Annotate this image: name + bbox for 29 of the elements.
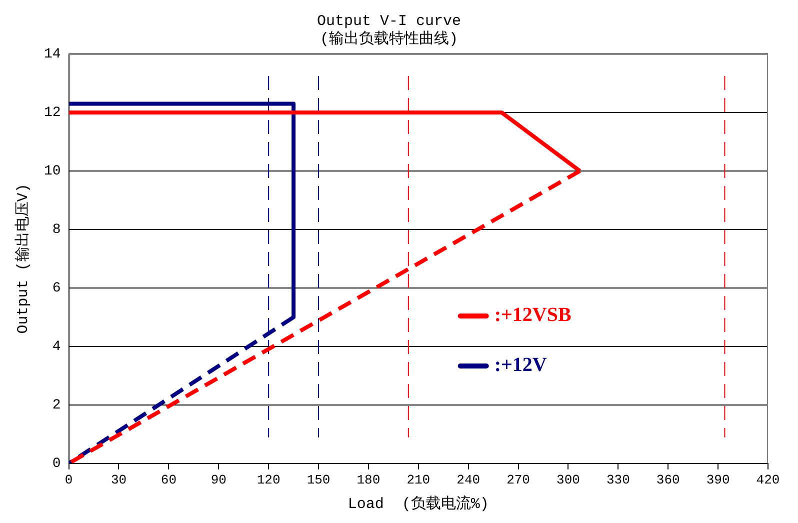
x-tick-label: 300 bbox=[556, 472, 580, 488]
x-tick-label: 30 bbox=[110, 472, 127, 488]
x-tick-label: 420 bbox=[756, 472, 780, 488]
x-tick-label: 360 bbox=[656, 472, 680, 488]
x-tick-label: 330 bbox=[606, 472, 630, 488]
chart-title: Output V-I curve bbox=[316, 12, 462, 30]
x-tick-label: 60 bbox=[160, 472, 176, 488]
x-tick-label: 150 bbox=[306, 472, 330, 488]
y-tick-label: 12 bbox=[44, 105, 61, 122]
x-tick-label: 90 bbox=[210, 472, 226, 488]
x-tick-label: 390 bbox=[706, 472, 730, 488]
y-tick-label: 14 bbox=[44, 46, 61, 63]
y-tick-label: 4 bbox=[52, 339, 61, 356]
x-tick-label: 0 bbox=[64, 472, 73, 488]
y-tick-label: 0 bbox=[52, 456, 61, 472]
chart-subtitle: (输出负载特性曲线) bbox=[320, 30, 458, 48]
y-tick-label: 2 bbox=[52, 398, 61, 414]
y-tick-label: 8 bbox=[52, 222, 61, 238]
x-tick-label: 210 bbox=[406, 472, 430, 488]
legend-label: :+12VSB bbox=[494, 304, 572, 326]
y-axis-title: Output (输出电压V) bbox=[14, 184, 32, 334]
legend-label: :+12V bbox=[494, 354, 548, 376]
x-tick-label: 180 bbox=[356, 472, 380, 488]
y-tick-label: 10 bbox=[44, 164, 61, 180]
x-tick-label: 120 bbox=[256, 472, 280, 488]
y-tick-label: 6 bbox=[52, 280, 61, 297]
x-tick-label: 270 bbox=[506, 472, 530, 488]
x-axis-title: Load (负载电流%) bbox=[348, 494, 489, 513]
x-tick-label: 240 bbox=[456, 472, 480, 488]
